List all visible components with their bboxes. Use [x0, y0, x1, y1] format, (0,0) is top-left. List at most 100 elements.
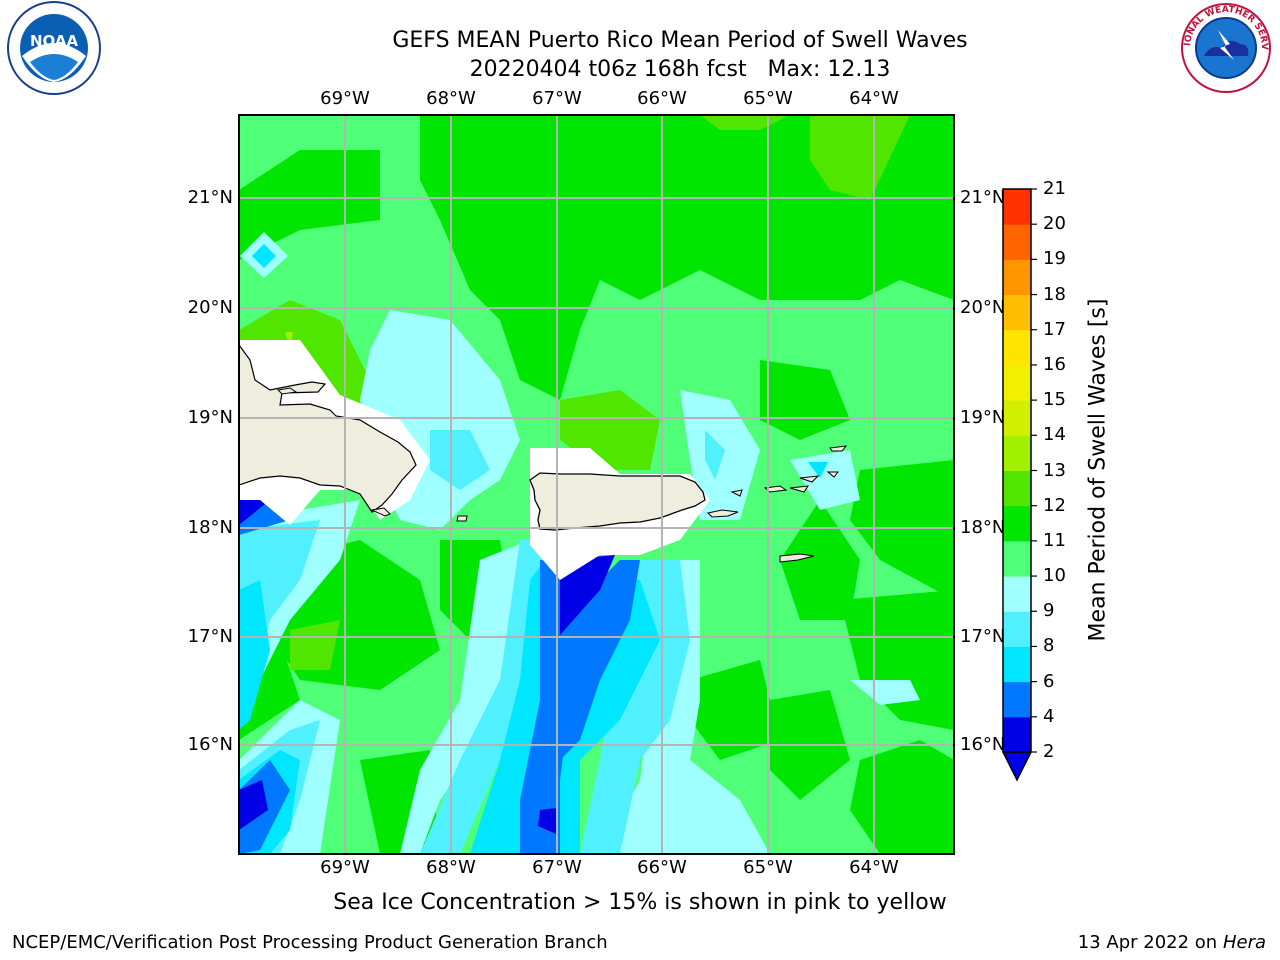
- lat-tick-right: 21°N: [960, 187, 1006, 208]
- footer-credit: NCEP/EMC/Verification Post Processing Pr…: [12, 932, 608, 953]
- colorbar-tick-label: 15: [1043, 389, 1066, 411]
- lon-tick-bottom: 68°W: [426, 857, 476, 878]
- island-outline: [370, 507, 391, 517]
- lat-tick-left: 21°N: [187, 187, 233, 208]
- lat-tick-left: 18°N: [187, 517, 233, 538]
- lat-tick-right: 18°N: [960, 517, 1006, 538]
- colorbar-tick-label: 6: [1043, 670, 1055, 692]
- graticule: [239, 115, 954, 854]
- colorbar-swatch: [1003, 540, 1031, 577]
- colorbar-tick-label: 21: [1043, 178, 1066, 199]
- contour-6-8: [420, 540, 545, 854]
- contour-10-11: [760, 360, 850, 440]
- contour-6-8: [705, 430, 725, 480]
- colorbar-swatch: [1003, 364, 1031, 401]
- noaa-logo: NOAA: [7, 1, 101, 95]
- lon-tick-top: 68°W: [426, 88, 476, 109]
- colorbar-tick-label: 17: [1043, 318, 1066, 340]
- contour-8-9: [850, 680, 920, 705]
- colorbar-swatch: [1003, 681, 1031, 718]
- colorbar-tick-label: 12: [1043, 494, 1066, 516]
- lon-tick-bottom: 67°W: [532, 857, 582, 878]
- colorbar-swatch: [1003, 189, 1031, 225]
- colorbar: [1001, 188, 1037, 782]
- colorbar-swatch: [1003, 646, 1031, 683]
- contour-under-2: [538, 808, 556, 834]
- chart-title: GEFS MEAN Puerto Rico Mean Period of Swe…: [180, 26, 1180, 84]
- lat-tick-right: 16°N: [960, 734, 1006, 755]
- colorbar-swatch: [1003, 505, 1031, 542]
- contour-10-11: [850, 460, 954, 600]
- colorbar-tick-label: 4: [1043, 705, 1055, 727]
- footer-machine: Hera: [1222, 932, 1266, 953]
- contour-4-6: [252, 244, 276, 268]
- contour-8-9: [600, 560, 770, 854]
- colorbar-tick-label: 18: [1043, 283, 1066, 305]
- colorbar-swatch: [1003, 576, 1031, 612]
- colorbar-tick-label: 2: [1043, 741, 1055, 762]
- contour-under-2: [239, 500, 270, 525]
- lat-tick-left: 19°N: [187, 407, 233, 428]
- island-outline: [276, 387, 298, 395]
- colorbar-swatch: [1003, 716, 1031, 753]
- island-outline: [706, 509, 739, 518]
- contour-10-11: [420, 115, 954, 400]
- colorbar-title: Mean Period of Swell Waves [s]: [1085, 298, 1111, 642]
- contour-8-9: [790, 450, 860, 510]
- lat-tick-right: 17°N: [960, 626, 1006, 647]
- sea-ice-note: Sea Ice Concentration > 15% is shown in …: [333, 890, 947, 915]
- colorbar-tick-label: 19: [1043, 248, 1066, 270]
- lat-tick-right: 20°N: [960, 297, 1006, 318]
- contour-6-8: [239, 520, 320, 720]
- lon-tick-top: 66°W: [637, 88, 687, 109]
- colorbar-swatch: [1003, 435, 1031, 471]
- island-outline: [779, 553, 815, 563]
- colorbar-tick-label: 9: [1043, 600, 1055, 622]
- colorbar-swatch: [1003, 329, 1031, 366]
- contour-4-6: [239, 580, 270, 730]
- island-outline: [789, 485, 810, 493]
- chart-title-line1: GEFS MEAN Puerto Rico Mean Period of Swe…: [392, 28, 968, 53]
- island-outline: [799, 475, 820, 483]
- footer-date-text: 13 Apr 2022 on: [1077, 932, 1218, 953]
- colorbar-swatch: [1003, 470, 1031, 507]
- island-outline: [730, 489, 743, 497]
- colorbar-tick-label: 13: [1043, 459, 1066, 481]
- contour-under-2: [239, 780, 268, 830]
- contour-6-8: [430, 430, 490, 490]
- lon-tick-bottom: 64°W: [849, 857, 899, 878]
- lat-tick-left: 20°N: [187, 297, 233, 318]
- nws-logo: NATIONAL WEATHER SERVICE: [1170, 0, 1271, 93]
- lat-tick-left: 17°N: [187, 626, 233, 647]
- colorbar-swatch: [1003, 294, 1031, 331]
- colorbar-swatch: [1003, 611, 1031, 647]
- island-outline: [456, 515, 468, 522]
- island-outline: [829, 445, 848, 452]
- colorbar-tick-label: 16: [1043, 353, 1066, 375]
- colorbar-tick-label: 11: [1043, 529, 1066, 551]
- colorbar-swatch: [1003, 224, 1031, 260]
- map-frame: [238, 114, 955, 855]
- lon-tick-top: 67°W: [532, 88, 582, 109]
- contour-4-6: [808, 462, 828, 478]
- colorbar-tick-label: 20: [1043, 213, 1066, 235]
- lon-tick-top: 65°W: [743, 88, 793, 109]
- hispaniola-landmass: [239, 343, 417, 513]
- lat-tick-left: 16°N: [187, 734, 233, 755]
- contour-11-12: [810, 115, 910, 200]
- contour-10-11: [850, 740, 954, 854]
- colorbar-swatch: [1003, 400, 1031, 436]
- contour-10-11: [840, 590, 954, 730]
- colorbar-under-arrow: [1001, 751, 1033, 782]
- lon-tick-top: 69°W: [320, 88, 370, 109]
- lon-tick-bottom: 65°W: [743, 857, 793, 878]
- lon-tick-top: 64°W: [849, 88, 899, 109]
- contour-10-11: [780, 500, 860, 620]
- swell-period-field: [239, 115, 954, 854]
- contour-under-2: [560, 555, 615, 635]
- lon-tick-bottom: 66°W: [637, 857, 687, 878]
- contour-11-12: [290, 620, 340, 670]
- colorbar-tick-label: 10: [1043, 565, 1066, 587]
- svg-text:NOAA: NOAA: [30, 32, 79, 50]
